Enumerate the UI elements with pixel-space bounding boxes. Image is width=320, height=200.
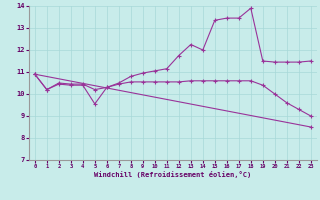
X-axis label: Windchill (Refroidissement éolien,°C): Windchill (Refroidissement éolien,°C) [94,171,252,178]
